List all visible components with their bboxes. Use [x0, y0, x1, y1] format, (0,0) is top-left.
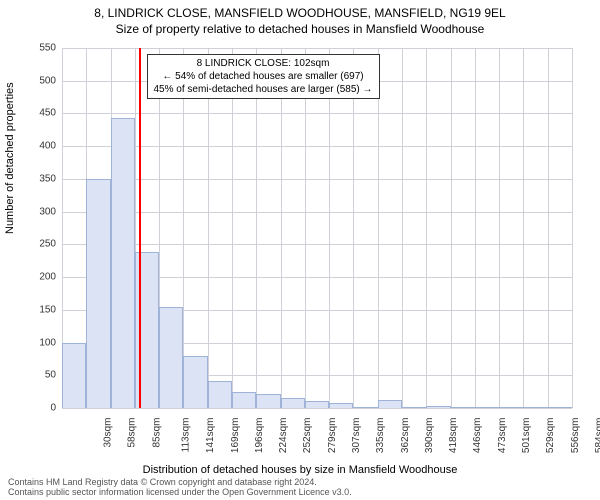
histogram-bar — [451, 407, 475, 408]
x-tick-label: 224sqm — [278, 418, 289, 454]
y-tick-label: 100 — [16, 337, 56, 348]
chart-title-line2: Size of property relative to detached ho… — [0, 20, 600, 40]
y-tick-label: 200 — [16, 272, 56, 283]
y-tick-label: 350 — [16, 173, 56, 184]
histogram-bar — [111, 118, 135, 408]
x-tick-label: 473sqm — [497, 418, 508, 454]
histogram-bar — [159, 307, 183, 408]
grid-line-vertical — [402, 48, 403, 408]
grid-line-vertical — [353, 48, 354, 408]
histogram-bar — [402, 407, 426, 408]
histogram-bar — [62, 343, 86, 408]
annotation-line: 45% of semi-detached houses are larger (… — [154, 83, 373, 96]
x-tick-label: 30sqm — [103, 418, 114, 448]
histogram-bar — [523, 407, 547, 408]
y-tick-label: 150 — [16, 304, 56, 315]
histogram-bar — [548, 407, 572, 408]
chart-title-line1: 8, LINDRICK CLOSE, MANSFIELD WOODHOUSE, … — [0, 0, 600, 20]
marker-line — [139, 48, 141, 408]
y-tick-label: 0 — [16, 403, 56, 414]
x-tick-label: 307sqm — [351, 418, 362, 454]
grid-line-vertical — [305, 48, 306, 408]
x-tick-label: 584sqm — [594, 418, 600, 454]
x-tick-label: 390sqm — [424, 418, 435, 454]
grid-line-vertical — [572, 48, 573, 408]
annotation-box: 8 LINDRICK CLOSE: 102sqm← 54% of detache… — [147, 54, 380, 99]
histogram-bar — [232, 392, 256, 408]
histogram-bar — [183, 356, 207, 408]
histogram-bar — [475, 407, 499, 408]
y-tick-label: 250 — [16, 239, 56, 250]
x-tick-label: 418sqm — [448, 418, 459, 454]
y-tick-label: 50 — [16, 370, 56, 381]
x-tick-label: 169sqm — [230, 418, 241, 454]
x-tick-label: 113sqm — [180, 418, 191, 453]
y-axis-label: Number of detached properties — [4, 82, 16, 234]
x-tick-label: 529sqm — [545, 418, 556, 454]
histogram-bar — [86, 179, 110, 408]
y-tick-label: 550 — [16, 43, 56, 54]
histogram-bar — [305, 401, 329, 408]
grid-line-horizontal — [62, 408, 572, 409]
x-tick-label: 335sqm — [375, 418, 386, 454]
grid-line-vertical — [523, 48, 524, 408]
grid-line-vertical — [499, 48, 500, 408]
histogram-bar — [426, 406, 450, 408]
histogram-bar — [378, 400, 402, 408]
x-tick-label: 58sqm — [127, 418, 138, 448]
histogram-bar — [499, 407, 523, 408]
grid-line-vertical — [256, 48, 257, 408]
histogram-bar — [329, 403, 353, 408]
x-tick-label: 196sqm — [254, 418, 265, 454]
grid-line-vertical — [451, 48, 452, 408]
x-tick-label: 279sqm — [327, 418, 338, 454]
grid-line-vertical — [183, 48, 184, 408]
grid-line-vertical — [208, 48, 209, 408]
histogram-bar — [208, 381, 232, 408]
histogram-bar — [353, 407, 377, 408]
grid-line-vertical — [475, 48, 476, 408]
annotation-line: ← 54% of detached houses are smaller (69… — [154, 70, 373, 83]
annotation-line: 8 LINDRICK CLOSE: 102sqm — [154, 57, 373, 70]
y-tick-label: 400 — [16, 141, 56, 152]
y-tick-label: 300 — [16, 206, 56, 217]
x-axis-label: Distribution of detached houses by size … — [0, 464, 600, 476]
x-tick-label: 501sqm — [521, 418, 532, 454]
grid-line-vertical — [232, 48, 233, 408]
grid-line-vertical — [378, 48, 379, 408]
grid-line-vertical — [329, 48, 330, 408]
grid-line-vertical — [548, 48, 549, 408]
grid-line-vertical — [426, 48, 427, 408]
x-tick-label: 362sqm — [400, 418, 411, 454]
x-tick-label: 446sqm — [473, 418, 484, 454]
x-tick-label: 141sqm — [205, 418, 216, 454]
histogram-bar — [256, 394, 280, 408]
footer-line2: Contains public sector information licen… — [8, 488, 352, 498]
grid-line-vertical — [281, 48, 282, 408]
footer-attribution: Contains HM Land Registry data © Crown c… — [8, 478, 352, 498]
x-tick-label: 85sqm — [151, 418, 162, 448]
x-tick-label: 252sqm — [303, 418, 314, 454]
x-tick-label: 556sqm — [570, 418, 581, 454]
histogram-bar — [281, 398, 305, 408]
y-tick-label: 450 — [16, 108, 56, 119]
chart-plot-area: 8 LINDRICK CLOSE: 102sqm← 54% of detache… — [62, 48, 572, 408]
y-tick-label: 500 — [16, 75, 56, 86]
